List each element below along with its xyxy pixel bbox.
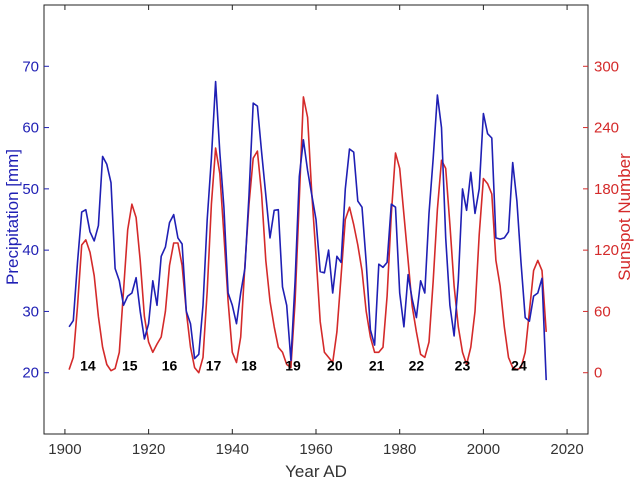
series-precipitation-line [68,80,547,381]
left-y-tick-label: 60 [22,120,39,137]
right-y-tick-label: 120 [594,242,619,259]
right-y-tick-label: 300 [594,58,619,75]
right-y-tick-label: 60 [594,303,611,320]
cycle-label: 23 [455,357,471,373]
cycle-label: 19 [285,357,301,373]
right-y-tick-label: 180 [594,181,619,198]
left-y-axis: 20 30 40 50 60 70 [22,58,49,382]
left-y-tick-label: 70 [22,58,39,75]
cycle-label: 15 [122,357,138,373]
cycle-label: 18 [241,357,257,373]
x-tick-label: 1940 [216,441,249,458]
x-axis: 1900 1920 1940 1960 1980 2000 2020 [48,5,584,458]
series-line-right [68,96,547,374]
x-tick-label: 2000 [467,441,500,458]
cycle-label: 14 [80,357,96,373]
left-y-tick-label: 30 [22,303,39,320]
right-y-axis-title: Sunspot Number [615,153,634,281]
cycle-label: 20 [327,357,343,373]
x-tick-label: 1920 [132,441,165,458]
left-y-tick-label: 40 [22,242,39,259]
x-tick-label: 1980 [383,441,416,458]
x-axis-title: Year AD [285,462,347,481]
x-tick-label: 2020 [550,441,583,458]
cycle-labels: 14 15 16 17 18 19 20 21 22 23 24 [80,357,527,373]
cycle-label: 24 [511,357,527,373]
cycle-label: 17 [206,357,222,373]
cycle-label: 22 [409,357,425,373]
left-y-tick-label: 20 [22,365,39,382]
series-sunspot-line [68,96,547,374]
x-tick-label: 1900 [48,441,81,458]
right-y-tick-label: 0 [594,365,602,382]
series-line-left [68,80,547,381]
left-y-tick-label: 50 [22,181,39,198]
right-y-axis: 0 60 120 180 240 300 [583,58,619,382]
left-y-axis-title: Precipitation [mm] [3,149,22,285]
cycle-label: 21 [369,357,385,373]
right-y-tick-label: 240 [594,120,619,137]
x-tick-label: 1960 [299,441,332,458]
cycle-label: 16 [162,357,178,373]
